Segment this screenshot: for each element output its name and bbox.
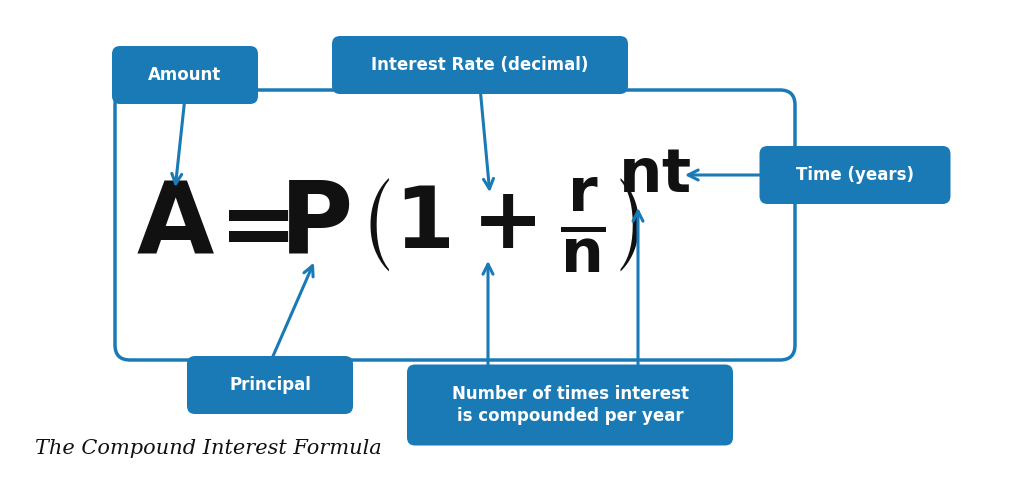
- FancyBboxPatch shape: [760, 146, 950, 204]
- Text: Interest Rate (decimal): Interest Rate (decimal): [372, 56, 589, 74]
- Text: Number of times interest
is compounded per year: Number of times interest is compounded p…: [452, 385, 688, 425]
- Text: $\mathbf{=}$: $\mathbf{=}$: [201, 183, 290, 273]
- Text: Time (years): Time (years): [796, 166, 914, 184]
- Text: Amount: Amount: [148, 66, 221, 84]
- FancyBboxPatch shape: [112, 46, 258, 104]
- Text: $\mathbf{A}$: $\mathbf{A}$: [135, 177, 214, 274]
- FancyBboxPatch shape: [332, 36, 628, 94]
- Text: Principal: Principal: [229, 376, 311, 394]
- Text: The Compound Interest Formula: The Compound Interest Formula: [35, 439, 382, 458]
- Text: $\mathbf{\left(1+\frac{r}{n}\right)}$: $\mathbf{\left(1+\frac{r}{n}\right)}$: [359, 176, 641, 275]
- FancyBboxPatch shape: [407, 364, 733, 445]
- FancyBboxPatch shape: [187, 356, 353, 414]
- FancyBboxPatch shape: [115, 90, 795, 360]
- Text: $\mathbf{nt}$: $\mathbf{nt}$: [618, 145, 691, 205]
- Text: $\mathbf{P}$: $\mathbf{P}$: [280, 177, 350, 274]
